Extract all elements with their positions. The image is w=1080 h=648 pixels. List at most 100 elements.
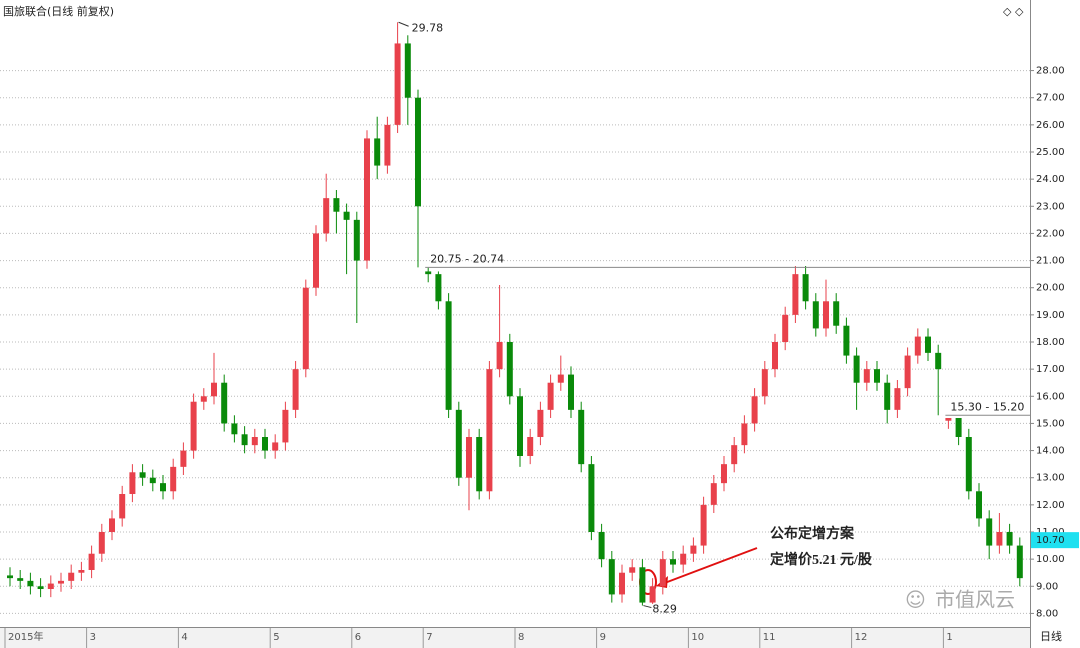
annotation: 公布定增方案	[770, 525, 855, 542]
candle-body	[302, 287, 309, 370]
price-marker-label: 10.70	[1036, 535, 1065, 546]
x-tick-label: 7	[426, 632, 432, 643]
candle-body	[7, 575, 13, 579]
annotation: 定增价5.21 元/股	[770, 551, 873, 568]
candle-body	[119, 494, 126, 519]
candle-body	[690, 545, 697, 554]
candle-body	[394, 43, 401, 125]
y-tick-label: 9.00	[1036, 581, 1058, 592]
price-marker-box	[1031, 532, 1079, 549]
y-tick-label: 12.00	[1036, 500, 1065, 511]
candle-body	[741, 423, 748, 446]
candle-body	[323, 198, 330, 234]
candle-body	[598, 532, 605, 560]
candle-body	[353, 219, 360, 261]
candle-body	[231, 423, 238, 435]
candle-body	[486, 369, 493, 492]
candle-body	[833, 301, 840, 326]
candle-body	[78, 570, 85, 573]
candle-body	[313, 233, 319, 288]
candle-body	[925, 336, 931, 353]
gap-label: 15.30 - 15.20	[950, 400, 1024, 413]
candle-body	[608, 559, 615, 595]
icon: ◇ ◇	[1003, 5, 1024, 18]
candle-body	[160, 483, 166, 492]
max-pointer	[398, 21, 409, 27]
candle-body	[568, 374, 574, 410]
candle-body	[425, 271, 432, 275]
candle-body	[404, 43, 411, 98]
candle-body	[272, 442, 279, 451]
y-tick-label: 22.00	[1036, 228, 1065, 239]
y-tick-label: 25.00	[1036, 147, 1065, 158]
candle-body	[751, 396, 758, 424]
candle-body	[343, 211, 350, 220]
candle-body	[976, 491, 982, 519]
candle-body	[955, 418, 962, 437]
candle-body	[792, 274, 799, 315]
candle-body	[578, 409, 585, 465]
min-label: 8.29	[652, 603, 677, 616]
candle-body	[506, 342, 513, 397]
candle-body	[98, 532, 105, 554]
y-tick-label: 8.00	[1036, 608, 1058, 619]
candle-body	[1016, 545, 1023, 579]
candle-body	[364, 138, 370, 261]
candle-body	[629, 567, 636, 573]
x-tick-label: 4	[181, 632, 187, 643]
x-tick-label: 6	[355, 632, 361, 643]
candle-body	[241, 434, 248, 446]
x-tick-label: 11	[763, 632, 776, 643]
candle-body	[557, 374, 564, 383]
x-tick-label: 12	[855, 632, 868, 643]
y-tick-label: 26.00	[1036, 120, 1065, 131]
candle-body	[476, 437, 483, 492]
candle-body	[374, 138, 381, 166]
candle-body	[884, 382, 891, 410]
x-tick-label: 9	[600, 632, 606, 643]
candle-body	[170, 466, 177, 492]
candle-body	[843, 325, 850, 356]
candle-body	[853, 355, 860, 383]
y-tick-label: 17.00	[1036, 364, 1065, 375]
y-tick-label: 28.00	[1036, 66, 1065, 77]
candle-body	[894, 388, 901, 410]
watermark-icon: ☺	[905, 588, 926, 612]
candle-body	[282, 409, 289, 443]
candle-body	[935, 352, 942, 370]
y-tick-label: 13.00	[1036, 473, 1065, 484]
y-tick-label: 14.00	[1036, 446, 1065, 457]
candle-body	[802, 274, 809, 302]
candle-body	[721, 464, 727, 484]
candle-body	[139, 472, 146, 478]
candle-body	[68, 572, 75, 581]
x-tick-label: 1	[946, 632, 952, 643]
arrow	[661, 547, 758, 585]
x-tick-label: 2015年	[8, 630, 43, 643]
y-tick-label: 20.00	[1036, 283, 1065, 294]
candle-body	[37, 586, 44, 589]
candle-body	[200, 396, 207, 402]
x-tick-label: 10	[691, 632, 704, 643]
x-tick-label: 8	[518, 632, 524, 643]
candle-body	[527, 437, 534, 456]
candle-body	[812, 301, 819, 329]
y-tick-label: 15.00	[1036, 418, 1065, 429]
y-tick-label: 27.00	[1036, 93, 1065, 104]
candle-body	[211, 382, 217, 397]
x-tick-label: 5	[273, 632, 279, 643]
candle-body	[496, 342, 503, 370]
y-tick-label: 24.00	[1036, 174, 1065, 185]
watermark: 市值风云	[935, 588, 1015, 612]
candle-body	[914, 336, 921, 356]
candle-body	[863, 369, 870, 383]
candle-body	[782, 314, 789, 342]
candle-body	[547, 382, 554, 410]
candle-body	[47, 583, 54, 589]
candle-body	[455, 409, 462, 478]
min-pointer	[643, 605, 652, 609]
candle-body	[1006, 532, 1013, 546]
candle-body	[415, 97, 421, 207]
